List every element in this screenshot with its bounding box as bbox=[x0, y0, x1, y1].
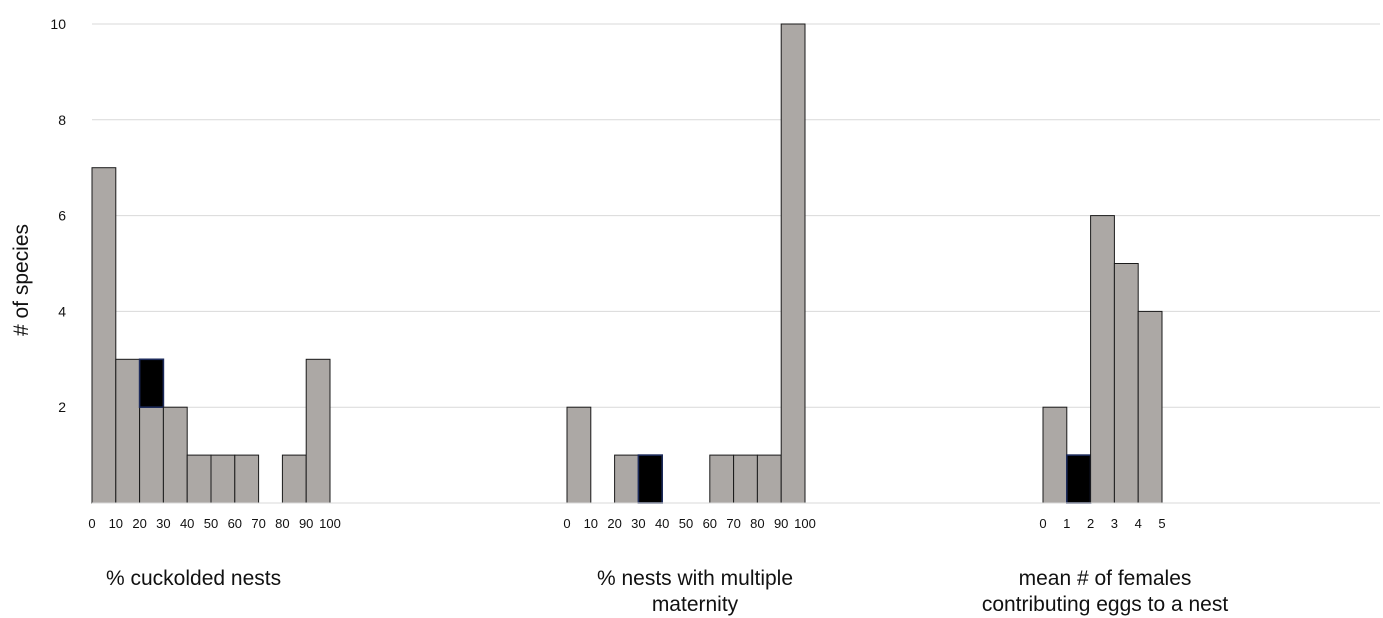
gridlines bbox=[92, 23, 1380, 408]
y-axis-label: # of species bbox=[10, 223, 33, 337]
y-tick-label: 8 bbox=[58, 112, 66, 128]
x-tick-label: 20 bbox=[607, 516, 621, 531]
x-tick-label: 100 bbox=[794, 516, 816, 531]
x-tick-label: 4 bbox=[1135, 516, 1142, 531]
x-tick-label: 30 bbox=[156, 516, 170, 531]
histogram-panels: 0 10 20 30 40 50 60 70 80 90 100 0 10 20 30 40 50 60 70 80 9… bbox=[88, 23, 1166, 531]
x-tick-label: 60 bbox=[228, 516, 242, 531]
highlighted-bar bbox=[637, 454, 664, 504]
x-tick-label: 20 bbox=[132, 516, 146, 531]
x-tick-label: 0 bbox=[88, 516, 95, 531]
x-tick-label: 40 bbox=[655, 516, 669, 531]
panel-2-xlabel: % nests with multiple maternity bbox=[596, 567, 794, 616]
histogram-bar bbox=[91, 167, 117, 504]
panel-3: 0 1 2 3 4 5 bbox=[1039, 215, 1166, 531]
histogram-bar bbox=[162, 406, 188, 504]
panel-1: 0 10 20 30 40 50 60 70 80 90 100 bbox=[88, 167, 341, 531]
x-tick-label: 100 bbox=[319, 516, 341, 531]
panel-1-xlabel: % cuckolded nests bbox=[106, 567, 282, 590]
x-tick-label: 40 bbox=[180, 516, 194, 531]
y-tick-label: 4 bbox=[58, 303, 66, 319]
histogram-bar bbox=[733, 454, 758, 504]
histogram-bar bbox=[1090, 215, 1115, 504]
x-tick-label: 60 bbox=[703, 516, 717, 531]
x-tick-label: 50 bbox=[679, 516, 693, 531]
x-tick-label: 3 bbox=[1111, 516, 1118, 531]
x-tick-label: 10 bbox=[109, 516, 123, 531]
histogram-bar bbox=[756, 454, 782, 504]
histogram-bar bbox=[305, 358, 331, 504]
histogram-bar bbox=[234, 454, 260, 504]
panel-2: 0 10 20 30 40 50 60 70 80 90 100 bbox=[563, 23, 816, 531]
y-tick-label: 10 bbox=[50, 16, 66, 32]
x-tick-label: 90 bbox=[299, 516, 313, 531]
histogram-bar bbox=[186, 454, 212, 504]
histogram-bar bbox=[709, 454, 735, 504]
panel-3-xlabel: mean # of females contributing eggs to a… bbox=[981, 567, 1229, 616]
histogram-bar bbox=[210, 454, 236, 504]
x-tick-label: 1 bbox=[1063, 516, 1070, 531]
y-tick-labels: 2 4 6 8 10 bbox=[50, 16, 66, 415]
y-axis-label-container: # of species bbox=[2, 200, 42, 360]
histogram-bar bbox=[115, 358, 141, 504]
x-tick-label: 2 bbox=[1087, 516, 1094, 531]
x-tick-label: 90 bbox=[774, 516, 788, 531]
histogram-bar bbox=[780, 23, 806, 504]
histogram-bar bbox=[281, 454, 307, 504]
x-tick-label: 30 bbox=[631, 516, 645, 531]
histogram-bar bbox=[1113, 263, 1139, 504]
histogram-bar bbox=[1137, 310, 1163, 504]
x-tick-label: 5 bbox=[1158, 516, 1165, 531]
x-tick-label: 0 bbox=[563, 516, 570, 531]
highlighted-bar bbox=[1066, 454, 1092, 504]
y-tick-label: 6 bbox=[58, 208, 66, 224]
x-tick-label: 10 bbox=[584, 516, 598, 531]
x-tick-label: 70 bbox=[251, 516, 265, 531]
x-tick-label: 70 bbox=[726, 516, 740, 531]
x-tick-label: 80 bbox=[750, 516, 764, 531]
highlighted-bar bbox=[138, 358, 165, 408]
x-tick-label: 50 bbox=[204, 516, 218, 531]
x-tick-label: 0 bbox=[1039, 516, 1046, 531]
y-tick-label: 2 bbox=[58, 399, 66, 415]
histogram-bar bbox=[566, 406, 592, 504]
histogram-bar bbox=[139, 406, 164, 504]
x-tick-label: 80 bbox=[275, 516, 289, 531]
histogram-bar bbox=[614, 454, 639, 504]
histogram-bar bbox=[1042, 406, 1068, 504]
